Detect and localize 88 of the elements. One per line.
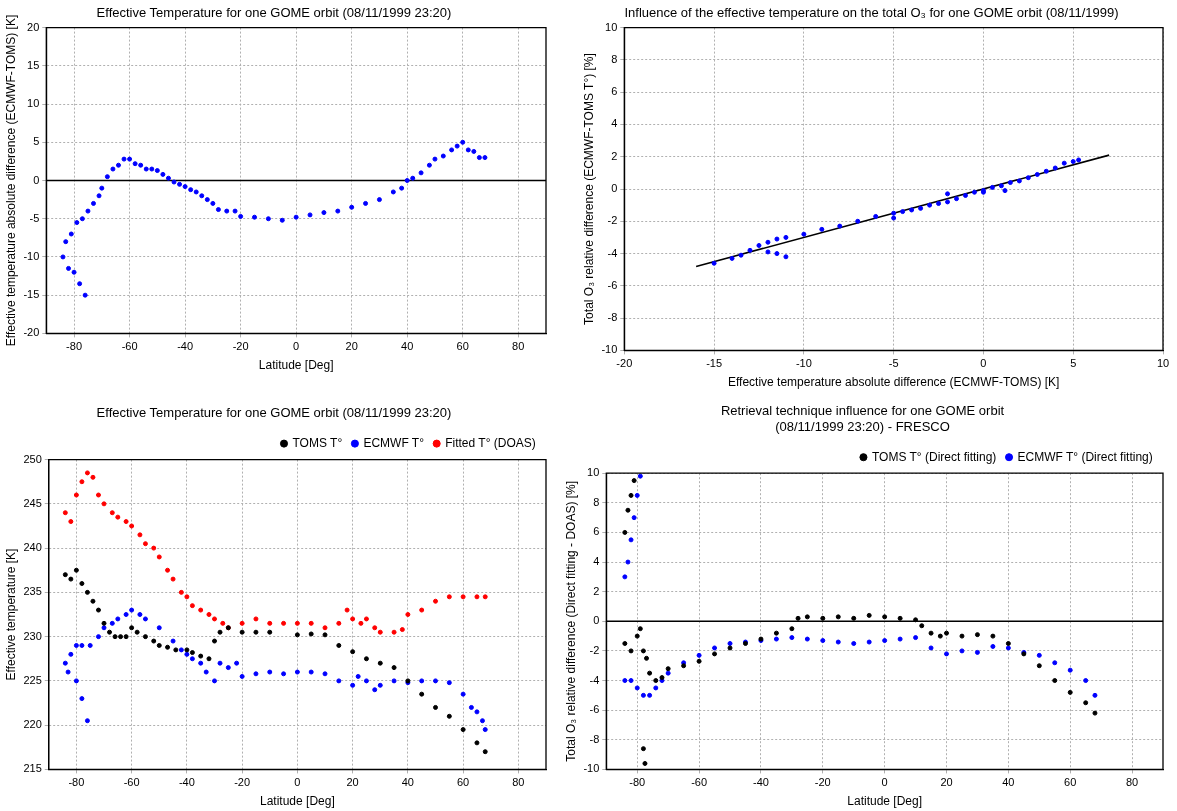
y-tick-label: 0 xyxy=(593,614,600,627)
y-axis-title: Effective temperature [K] xyxy=(3,548,18,681)
y-tick-label: 2 xyxy=(611,149,618,162)
x-tick-label: 20 xyxy=(346,776,359,789)
y-tick-label: 8 xyxy=(611,52,618,65)
x-axis-title: Effective temperature absolute difference (ECMWF-TOMS) [K] xyxy=(727,375,1060,390)
legend-label: TOMS T° (Direct fitting) xyxy=(871,449,997,464)
chart-title: Effective Temperature for one GOME orbit (08/11/1999 23:20) xyxy=(96,405,452,421)
x-tick-label: -5 xyxy=(888,357,899,370)
y-tick-label: -6 xyxy=(589,703,600,716)
y-tick-label: -8 xyxy=(589,732,600,745)
y-tick-label: 250 xyxy=(23,452,42,465)
y-tick-label: 215 xyxy=(23,762,42,775)
y-tick-label: 4 xyxy=(593,555,600,568)
x-tick-label: -40 xyxy=(177,340,194,353)
y-tick-label: 20 xyxy=(27,20,40,33)
x-tick-label: -40 xyxy=(752,776,769,789)
x-tick-label: 0 xyxy=(980,357,987,370)
x-tick-label: -60 xyxy=(121,340,138,353)
x-tick-label: 0 xyxy=(881,776,888,789)
x-tick-label: 20 xyxy=(940,776,953,789)
x-tick-label: 0 xyxy=(293,340,300,353)
y-tick-label: -20 xyxy=(23,326,40,339)
x-tick-label: 80 xyxy=(512,776,525,789)
legend-label: ECMWF T° (Direct fitting) xyxy=(1017,449,1153,464)
x-axis-title: Latitude [Deg] xyxy=(260,794,335,809)
x-tick-label: 5 xyxy=(1070,357,1077,370)
y-tick-label: -8 xyxy=(607,311,618,324)
y-axis-title: Total O₃ relative difference (Direct fitting - DOAS) [%] xyxy=(563,480,578,762)
legend-label: Fitted T° (DOAS) xyxy=(445,435,536,450)
y-tick-label: 225 xyxy=(23,673,42,686)
legend-label: TOMS T° xyxy=(292,435,343,450)
y-tick-label: -10 xyxy=(583,762,600,775)
x-tick-label: 60 xyxy=(1064,776,1077,789)
y-tick-label: 4 xyxy=(611,117,618,130)
x-tick-label: 80 xyxy=(1125,776,1139,789)
x-tick-label: -20 xyxy=(814,776,831,789)
x-tick-label: -10 xyxy=(795,357,812,370)
x-tick-label: 80 xyxy=(512,340,525,353)
x-tick-label: -80 xyxy=(68,776,85,789)
x-tick-label: 40 xyxy=(401,340,414,353)
y-tick-label: 230 xyxy=(23,629,42,642)
y-tick-label: 15 xyxy=(27,58,40,71)
y-tick-label: -10 xyxy=(23,249,40,262)
x-tick-label: -20 xyxy=(232,340,249,353)
x-tick-label: 0 xyxy=(294,776,301,789)
x-tick-label: 40 xyxy=(1002,776,1015,789)
y-axis-title: Effective temperature absolute difference (ECMWF-TOMS) [K] xyxy=(3,14,18,347)
y-tick-label: 245 xyxy=(23,496,42,509)
x-axis-title: Latitude [Deg] xyxy=(847,794,923,809)
chart-title: Influence of the effective temperature on the total O₃ for one GOME orbit (08/11/1999) xyxy=(624,5,1119,21)
y-tick-label: 220 xyxy=(23,718,42,731)
y-tick-label: 8 xyxy=(593,495,600,508)
x-tick-label: -60 xyxy=(691,776,708,789)
y-tick-label: 240 xyxy=(23,541,42,554)
x-tick-label: -15 xyxy=(706,357,723,370)
x-tick-label: 60 xyxy=(456,340,469,353)
y-tick-label: -15 xyxy=(23,288,40,301)
x-tick-label: -20 xyxy=(234,776,251,789)
y-tick-label: -4 xyxy=(607,246,618,259)
x-tick-label: -40 xyxy=(178,776,195,789)
chart-title: Retrieval technique influence for one GOME orbit (08/11/1999 23:20) - FRESCO xyxy=(720,403,1005,434)
y-tick-label: 10 xyxy=(587,466,600,479)
x-tick-label: -80 xyxy=(629,776,646,789)
legend-label: ECMWF T° xyxy=(363,435,425,450)
y-tick-label: 0 xyxy=(33,173,40,186)
x-tick-label: 20 xyxy=(345,340,358,353)
y-tick-label: 10 xyxy=(27,97,40,110)
x-tick-label: 10 xyxy=(1156,357,1170,370)
y-tick-label: -6 xyxy=(607,278,618,291)
y-tick-label: 0 xyxy=(611,182,618,195)
x-tick-label: 40 xyxy=(401,776,414,789)
x-axis-title: Latitude [Deg] xyxy=(258,358,334,373)
y-tick-label: 235 xyxy=(23,585,42,598)
x-tick-label: 60 xyxy=(457,776,470,789)
y-tick-label: 10 xyxy=(605,20,618,33)
y-tick-label: 2 xyxy=(593,584,600,597)
y-tick-label: -5 xyxy=(29,211,40,224)
y-tick-label: -2 xyxy=(589,643,600,656)
y-axis-title: Total O₃ relative difference (ECMWF-TOMS T°) [%] xyxy=(581,53,596,325)
y-tick-label: -2 xyxy=(607,214,618,227)
y-tick-label: 6 xyxy=(593,525,600,538)
y-tick-label: 6 xyxy=(611,85,618,98)
y-tick-label: 5 xyxy=(33,135,40,148)
x-tick-label: -80 xyxy=(66,340,83,353)
chart-title: Effective Temperature for one GOME orbit (08/11/1999 23:20) xyxy=(96,5,452,21)
x-tick-label: -60 xyxy=(123,776,140,789)
y-tick-label: -4 xyxy=(589,673,600,686)
